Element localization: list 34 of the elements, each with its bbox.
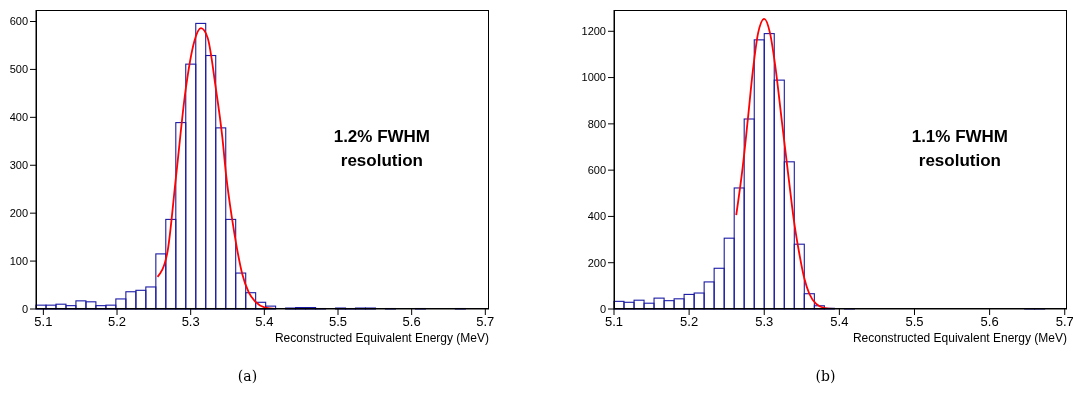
x-tick-label: 5.5 <box>328 314 348 330</box>
annotation: 1.2% FWHM resolution <box>332 126 432 172</box>
x-tick-label: 5.1 <box>604 314 624 330</box>
x-tick-label: 5.3 <box>755 314 774 330</box>
text: (a) <box>236 368 259 384</box>
y-tick-label: 100 <box>9 254 28 267</box>
x-tick-label: 5.1 <box>34 314 53 330</box>
y-tick-label: 200 <box>587 256 606 269</box>
x-tick-label: 5.4 <box>255 314 274 330</box>
y-tick-label: 1000 <box>581 71 606 84</box>
x-tick-label: 5.5 <box>905 314 924 330</box>
y-tick-label: 0 <box>21 302 28 315</box>
y-tick-label: 300 <box>9 159 28 172</box>
y-tick-label: 1200 <box>581 25 606 38</box>
text: (b) <box>814 368 837 384</box>
y-tick-label: 800 <box>587 117 606 130</box>
annotation: 1.1% FWHM resolution <box>910 126 1010 172</box>
x-tick-label: 5.4 <box>830 314 849 330</box>
x-tick-label: 5.6 <box>980 314 999 330</box>
y-tick-label: 400 <box>587 210 606 223</box>
x-tick-label: 5.3 <box>181 314 200 330</box>
y-tick-label: 0 <box>599 302 606 315</box>
y-tick-label: 500 <box>9 63 28 76</box>
x-tick-label: 5.2 <box>107 314 127 330</box>
x-tick-label: 5.6 <box>402 314 421 330</box>
y-tick-label: 600 <box>9 15 28 28</box>
y-tick-label: 200 <box>9 207 28 220</box>
x-tick-label: 5.7 <box>1055 314 1074 330</box>
x-axis-title: Reconstructed Equivalent Energy (MeV) <box>852 331 1067 345</box>
x-tick-label: 5.7 <box>476 314 495 330</box>
y-tick-label: 600 <box>587 164 606 177</box>
x-axis-title: Reconstructed Equivalent Energy (MeV) <box>274 331 489 345</box>
x-tick-label: 5.2 <box>680 314 699 330</box>
y-tick-label: 400 <box>9 111 28 124</box>
